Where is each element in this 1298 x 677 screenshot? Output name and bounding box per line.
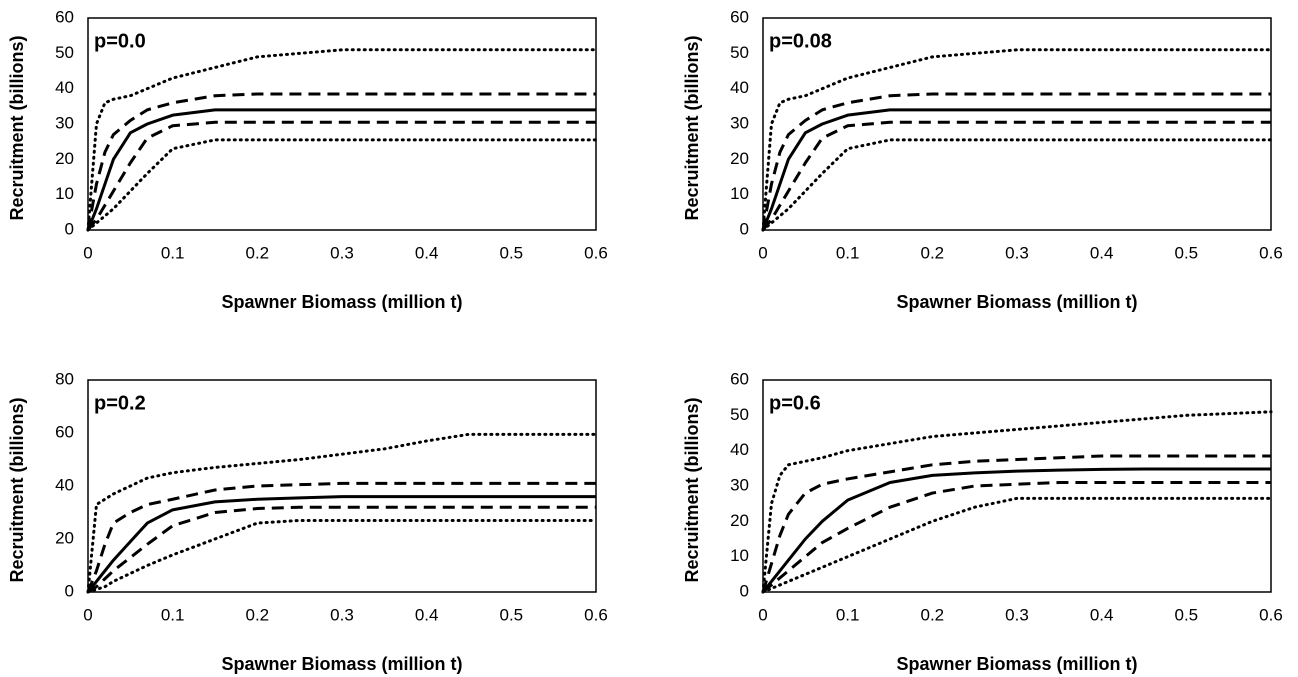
x-tick-label: 0.2 bbox=[246, 605, 270, 624]
series-line bbox=[86, 481, 596, 593]
y-tick-label: 30 bbox=[730, 475, 749, 494]
x-tick-label: 0.3 bbox=[1005, 243, 1029, 262]
x-axis-title: Spawner Biomass (million t) bbox=[896, 292, 1137, 312]
y-tick-label: 0 bbox=[740, 219, 749, 238]
series-line bbox=[761, 138, 1273, 232]
y-tick-label: 80 bbox=[55, 369, 74, 388]
y-axis-title: Recruitment (billions) bbox=[7, 35, 27, 220]
series-line bbox=[86, 92, 596, 231]
y-tick-label: 20 bbox=[730, 511, 749, 530]
plot-frame bbox=[87, 379, 597, 593]
x-tick-label: 0.1 bbox=[161, 243, 185, 262]
y-tick-label: 0 bbox=[740, 581, 749, 600]
x-tick-label: 0.4 bbox=[1090, 605, 1114, 624]
y-tick-label: 50 bbox=[55, 43, 74, 62]
series-line bbox=[761, 410, 1273, 594]
x-tick-label: 0 bbox=[83, 243, 92, 262]
y-tick-label: 60 bbox=[730, 7, 749, 26]
series-line bbox=[86, 495, 596, 593]
y-tick-label: 30 bbox=[730, 113, 749, 132]
y-tick-label: 0 bbox=[65, 581, 74, 600]
x-tick-label: 0.3 bbox=[330, 243, 354, 262]
y-tick-label: 20 bbox=[55, 149, 74, 168]
y-axis-title: Recruitment (billions) bbox=[682, 35, 702, 220]
series-line bbox=[761, 467, 1271, 593]
series-line bbox=[761, 48, 1273, 232]
y-tick-label: 50 bbox=[730, 43, 749, 62]
series-line bbox=[86, 48, 598, 232]
x-tick-label: 0.2 bbox=[921, 243, 945, 262]
y-tick-label: 60 bbox=[55, 422, 74, 441]
series-line bbox=[761, 454, 1271, 593]
y-tick-label: 60 bbox=[730, 369, 749, 388]
y-tick-label: 10 bbox=[55, 184, 74, 203]
series-line bbox=[86, 138, 598, 232]
x-tick-label: 0.5 bbox=[1175, 605, 1199, 624]
series-line bbox=[761, 108, 1271, 231]
y-tick-label: 0 bbox=[65, 219, 74, 238]
series-line bbox=[86, 518, 598, 594]
x-tick-label: 0 bbox=[758, 605, 767, 624]
x-axis-title: Spawner Biomass (million t) bbox=[221, 292, 462, 312]
x-tick-label: 0.5 bbox=[500, 605, 524, 624]
y-tick-label: 40 bbox=[730, 78, 749, 97]
annotation: p=0.0 bbox=[94, 30, 146, 52]
y-tick-label: 40 bbox=[55, 475, 74, 494]
y-tick-label: 60 bbox=[55, 7, 74, 26]
x-tick-label: 0.1 bbox=[836, 605, 860, 624]
x-tick-label: 0.3 bbox=[330, 605, 354, 624]
plot-frame bbox=[762, 379, 1272, 593]
x-tick-label: 0.6 bbox=[584, 605, 608, 624]
y-axis-title: Recruitment (billions) bbox=[682, 397, 702, 582]
x-tick-label: 0 bbox=[83, 605, 92, 624]
y-tick-label: 10 bbox=[730, 546, 749, 565]
x-tick-label: 0.6 bbox=[1259, 605, 1283, 624]
plot-frame bbox=[87, 17, 597, 231]
y-tick-label: 40 bbox=[55, 78, 74, 97]
plot-frame bbox=[762, 17, 1272, 231]
y-tick-label: 20 bbox=[55, 528, 74, 547]
y-tick-label: 50 bbox=[730, 405, 749, 424]
x-tick-label: 0.3 bbox=[1005, 605, 1029, 624]
x-tick-label: 0.5 bbox=[1175, 243, 1199, 262]
x-tick-label: 0.2 bbox=[921, 605, 945, 624]
x-axis-title: Spawner Biomass (million t) bbox=[896, 654, 1137, 674]
series-line bbox=[761, 496, 1273, 594]
x-tick-label: 0.4 bbox=[1090, 243, 1114, 262]
annotation: p=0.08 bbox=[769, 30, 832, 52]
series-line bbox=[761, 120, 1271, 231]
x-tick-label: 0.4 bbox=[415, 243, 439, 262]
x-tick-label: 0.6 bbox=[1259, 243, 1283, 262]
series-line bbox=[762, 480, 1271, 594]
series-line bbox=[761, 92, 1271, 231]
y-axis-title: Recruitment (billions) bbox=[7, 397, 27, 582]
x-tick-label: 0.6 bbox=[584, 243, 608, 262]
y-tick-label: 40 bbox=[730, 440, 749, 459]
series-line bbox=[87, 505, 596, 594]
series-line bbox=[86, 108, 596, 231]
x-tick-label: 0.5 bbox=[500, 243, 524, 262]
y-tick-label: 30 bbox=[55, 113, 74, 132]
x-tick-label: 0.4 bbox=[415, 605, 439, 624]
series-line bbox=[86, 120, 596, 231]
x-tick-label: 0.2 bbox=[246, 243, 270, 262]
x-tick-label: 0 bbox=[758, 243, 767, 262]
x-axis-title: Spawner Biomass (million t) bbox=[221, 654, 462, 674]
x-tick-label: 0.1 bbox=[836, 243, 860, 262]
y-tick-label: 20 bbox=[730, 149, 749, 168]
annotation: p=0.2 bbox=[94, 392, 146, 414]
x-tick-label: 0.1 bbox=[161, 605, 185, 624]
annotation: p=0.6 bbox=[769, 392, 821, 414]
y-tick-label: 10 bbox=[730, 184, 749, 203]
